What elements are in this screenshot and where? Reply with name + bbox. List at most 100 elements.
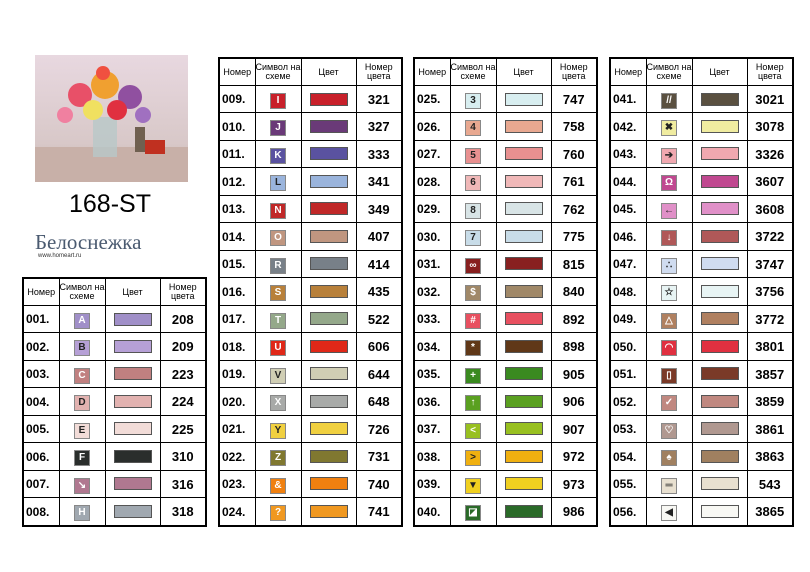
symbol: C: [74, 367, 90, 384]
header-row: Номер Символ на схеме Цвет Номер цвета: [609, 57, 794, 86]
color-cell: [495, 359, 552, 389]
color-swatch: [309, 119, 348, 133]
color-cell: [495, 414, 552, 444]
thread-row: 023. & 740: [218, 469, 403, 499]
symbol: ?: [270, 505, 286, 522]
color-swatch: [700, 449, 739, 463]
symbol: A: [74, 312, 90, 329]
symbol: +: [465, 367, 481, 384]
row-number: 014.: [218, 222, 256, 251]
color-swatch: [700, 257, 739, 271]
color-cell: [691, 359, 748, 389]
color-cell: [495, 249, 552, 279]
symbol-cell: &: [254, 469, 302, 499]
color-swatch: [504, 394, 543, 408]
color-code: 606: [355, 332, 403, 361]
color-code: 3078: [746, 112, 794, 141]
color-swatch: [700, 394, 739, 408]
symbol: ◠: [661, 340, 677, 357]
color-cell: [691, 222, 748, 251]
symbol-cell: H: [58, 497, 106, 527]
symbol-cell: F: [58, 442, 106, 471]
thread-row: 048. ☆ 3756: [609, 277, 794, 306]
color-code: 907: [550, 414, 598, 444]
thread-row: 017. T 522: [218, 304, 403, 334]
thread-row: 031. ∞ 815: [413, 249, 598, 279]
symbol-cell: L: [254, 167, 302, 196]
symbol: >: [465, 450, 481, 467]
row-number: 037.: [413, 414, 451, 444]
row-number: 049.: [609, 304, 647, 334]
symbol-cell: △: [645, 304, 693, 334]
color-swatch: [504, 367, 543, 381]
symbol-cell: D: [58, 387, 106, 416]
row-number: 018.: [218, 332, 256, 361]
color-swatch: [700, 202, 739, 216]
thread-row: 013. N 349: [218, 194, 403, 224]
color-cell: [691, 112, 748, 141]
column-header: Символ на схеме: [449, 57, 497, 86]
color-cell: [104, 442, 161, 471]
thread-row: 016. S 435: [218, 277, 403, 306]
thread-row: 055. ═ 543: [609, 469, 794, 499]
symbol-cell: R: [254, 249, 302, 279]
column-header: Цвет: [691, 57, 748, 86]
symbol: &: [270, 477, 286, 494]
color-swatch: [504, 119, 543, 133]
symbol: ↘: [74, 477, 90, 494]
color-cell: [691, 387, 748, 416]
symbol-cell: U: [254, 332, 302, 361]
symbol-cell: ═: [645, 469, 693, 499]
color-cell: [104, 304, 161, 334]
color-code: 3857: [746, 359, 794, 389]
thread-row: 020. X 648: [218, 387, 403, 416]
symbol-cell: O: [254, 222, 302, 251]
row-number: 048.: [609, 277, 647, 306]
row-number: 051.: [609, 359, 647, 389]
color-code: 310: [159, 442, 207, 471]
color-code: 741: [355, 497, 403, 527]
color-swatch: [309, 312, 348, 326]
row-number: 029.: [413, 194, 451, 224]
row-number: 012.: [218, 167, 256, 196]
color-code: 3861: [746, 414, 794, 444]
color-swatch: [504, 147, 543, 161]
color-swatch: [309, 367, 348, 381]
thread-row: 006. F 310: [22, 442, 207, 471]
color-swatch: [700, 504, 739, 518]
symbol-cell: A: [58, 304, 106, 334]
symbol: ♡: [661, 422, 677, 439]
symbol: //: [661, 92, 677, 109]
thread-row: 042. ✖ 3078: [609, 112, 794, 141]
row-number: 032.: [413, 277, 451, 306]
color-code: 3756: [746, 277, 794, 306]
color-code: 3326: [746, 139, 794, 169]
row-number: 045.: [609, 194, 647, 224]
color-code: 333: [355, 139, 403, 169]
thread-row: 028. 6 761: [413, 167, 598, 196]
color-cell: [300, 249, 357, 279]
thread-row: 054. ♠ 3863: [609, 442, 794, 471]
symbol-cell: N: [254, 194, 302, 224]
row-number: 053.: [609, 414, 647, 444]
symbol: ═: [661, 477, 677, 494]
color-cell: [495, 139, 552, 169]
color-swatch: [700, 119, 739, 133]
row-number: 039.: [413, 469, 451, 499]
column-header: Номер: [609, 57, 647, 86]
symbol: △: [661, 312, 677, 329]
symbol-cell: ∴: [645, 249, 693, 279]
color-code: 840: [550, 277, 598, 306]
color-code: 3021: [746, 84, 794, 114]
thread-row: 051. ▯ 3857: [609, 359, 794, 389]
color-cell: [691, 304, 748, 334]
thread-row: 037. <907: [413, 414, 598, 444]
color-code: 3863: [746, 442, 794, 471]
symbol-cell: ◠: [645, 332, 693, 361]
color-cell: [104, 469, 161, 499]
thread-row: 003. C 223: [22, 359, 207, 389]
color-cell: [300, 442, 357, 471]
symbol: R: [270, 257, 286, 274]
symbol-cell: >: [449, 442, 497, 471]
symbol-cell: 6: [449, 167, 497, 196]
